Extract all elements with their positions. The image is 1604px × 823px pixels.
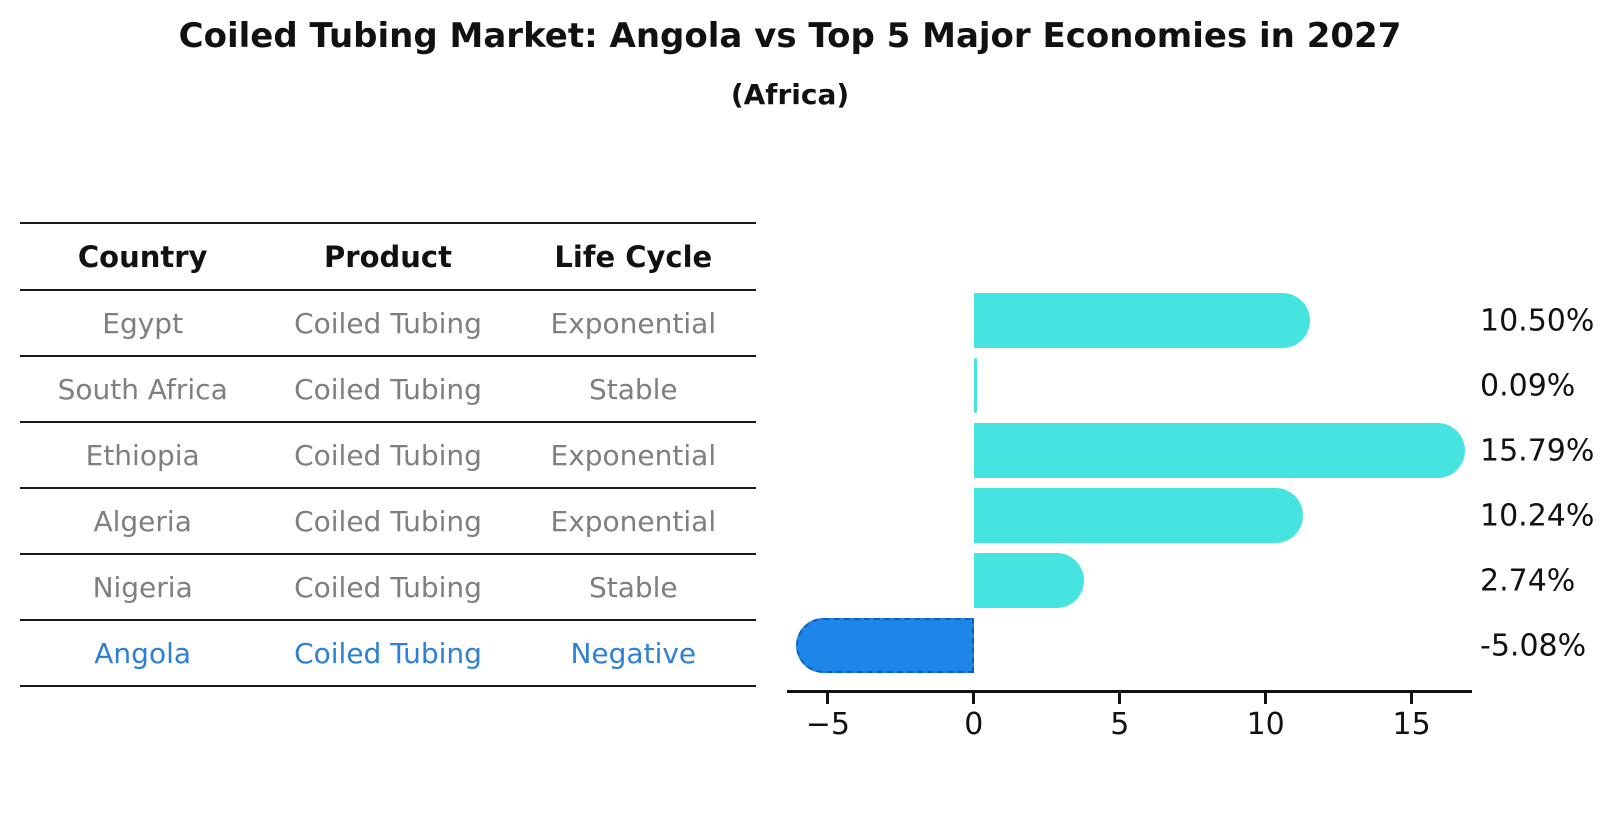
- table-cell-lifecycle: Exponential: [550, 504, 717, 538]
- table-cell-country: Algeria: [93, 504, 192, 538]
- table-row-algeria: Algeria Coiled Tubing Exponential: [20, 487, 756, 553]
- table-cell-product: Coiled Tubing: [294, 570, 482, 604]
- bar-angola: [795, 618, 974, 673]
- table-cell-product: Coiled Tubing: [294, 504, 482, 538]
- value-label-algeria: 10.24%: [1480, 498, 1595, 533]
- chart-subtitle: (Africa): [730, 78, 850, 111]
- table-cell-lifecycle: Stable: [588, 372, 678, 406]
- chart-title: Coiled Tubing Market: Angola vs Top 5 Ma…: [178, 16, 1402, 56]
- value-label-nigeria: 2.74%: [1480, 563, 1576, 598]
- x-axis-tick-label-15: 15: [1392, 707, 1431, 742]
- table-cell-country: Angola: [94, 636, 192, 670]
- bar-chart: 10.50% 0.09% 15.79% 10.24% 2.74% -5.08% −5 0 5 10…: [787, 280, 1594, 750]
- x-axis-tick-label-0: 0: [964, 707, 984, 742]
- x-axis-tick-label--5: −5: [805, 707, 850, 742]
- x-axis-tick-10: [1264, 693, 1268, 704]
- table-header-row: Country Product Life Cycle: [20, 222, 756, 289]
- table-cell-country: Egypt: [102, 306, 184, 340]
- table-row-south-africa: South Africa Coiled Tubing Stable: [20, 355, 756, 421]
- table-header-product: Product: [324, 239, 452, 274]
- table-cell-lifecycle: Exponential: [550, 306, 717, 340]
- data-table: Country Product Life Cycle Egypt Coiled Tubi…: [20, 222, 756, 687]
- x-axis-tick-5: [1118, 693, 1122, 704]
- table-row-egypt: Egypt Coiled Tubing Exponential: [20, 289, 756, 355]
- table-header-country: Country: [77, 239, 208, 274]
- x-axis-tick-label-5: 5: [1110, 707, 1130, 742]
- table-row-ethiopia: Ethiopia Coiled Tubing Exponential: [20, 421, 756, 487]
- bar-egypt: [973, 293, 1311, 348]
- bar-nigeria: [973, 553, 1084, 608]
- table-cell-lifecycle: Exponential: [550, 438, 717, 472]
- table-cell-product: Coiled Tubing: [294, 306, 482, 340]
- value-label-south-africa: 0.09%: [1480, 368, 1576, 403]
- table-cell-country: Ethiopia: [85, 438, 200, 472]
- table-cell-country: Nigeria: [92, 570, 193, 604]
- table-cell-product: Coiled Tubing: [294, 372, 482, 406]
- table-cell-product: Coiled Tubing: [294, 438, 482, 472]
- x-axis-tick-0: [972, 693, 976, 704]
- x-axis-tick-15: [1410, 693, 1414, 704]
- table-row-nigeria: Nigeria Coiled Tubing Stable: [20, 553, 756, 619]
- value-label-angola: -5.08%: [1480, 628, 1587, 663]
- table-cell-product: Coiled Tubing: [294, 636, 482, 670]
- table-header-lifecycle: Life Cycle: [554, 239, 713, 274]
- bar-south-africa: [973, 358, 977, 413]
- bar-algeria: [973, 488, 1303, 543]
- value-label-egypt: 10.50%: [1480, 303, 1595, 338]
- x-axis-line: [787, 690, 1472, 693]
- table-cell-lifecycle: Stable: [588, 570, 678, 604]
- table-cell-country: South Africa: [57, 372, 228, 406]
- bar-ethiopia: [973, 423, 1465, 478]
- table-cell-lifecycle: Negative: [570, 636, 697, 670]
- table-row-angola: Angola Coiled Tubing Negative: [20, 619, 756, 687]
- value-label-ethiopia: 15.79%: [1480, 433, 1595, 468]
- x-axis-tick-label-10: 10: [1246, 707, 1285, 742]
- x-axis-tick--5: [826, 693, 830, 704]
